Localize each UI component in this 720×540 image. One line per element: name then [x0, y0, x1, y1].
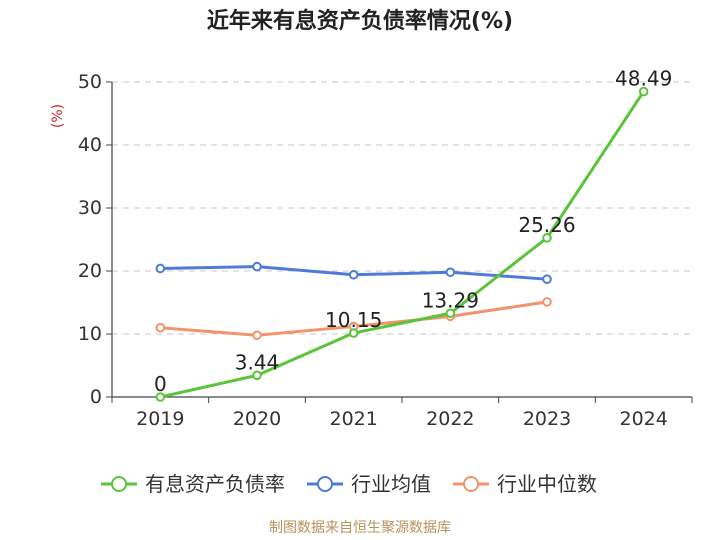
data-label-4: 25.26 — [518, 213, 575, 237]
y-tick-label-5: 50 — [78, 71, 102, 93]
data-label-0: 0 — [154, 372, 167, 396]
source-note: 制图数据来自恒生聚源数据库 — [269, 520, 451, 536]
series-1-point-3 — [445, 267, 456, 278]
gridlines — [112, 81, 692, 335]
series-0-point-4 — [542, 233, 552, 243]
series-0-point-5 — [638, 86, 649, 97]
y-tick-label-0: 0 — [90, 386, 102, 408]
y-tick-label-2: 20 — [78, 260, 102, 282]
y-tick-label-3: 30 — [78, 197, 102, 219]
y-tick-label-4: 40 — [78, 134, 102, 156]
data-label-3: 13.29 — [422, 288, 479, 312]
data-label-1: 3.44 — [235, 350, 280, 374]
series-0-point-2 — [348, 328, 359, 338]
x-tick-label-0: 2019 — [136, 408, 184, 430]
series-2-point-4 — [542, 297, 552, 307]
data-labels: 0 3.44 10.15 13.29 25.26 48.49 — [154, 67, 672, 396]
series-line-0 — [160, 90, 645, 399]
series-2-point-1 — [252, 330, 262, 341]
series-0-point-1 — [252, 370, 262, 381]
data-label-5: 48.49 — [615, 67, 672, 91]
legend-marker-1 — [317, 476, 333, 492]
chart-title: 近年来有息资产负债率情况(%) — [207, 8, 513, 34]
series-1-point-2 — [348, 269, 359, 280]
x-tick-label-3: 2022 — [426, 408, 474, 430]
y-unit-label: (%) — [50, 104, 66, 128]
series-2-point-0 — [155, 322, 166, 333]
x-tick-label-4: 2023 — [523, 408, 571, 430]
data-label-2: 10.15 — [325, 308, 382, 332]
series-group — [155, 86, 649, 402]
y-tick-label-1: 10 — [78, 323, 102, 345]
series-1-point-1 — [252, 261, 262, 272]
legend-label-1: 行业均值 — [351, 472, 431, 496]
series-1-point-4 — [542, 274, 552, 284]
axes: 0 10 20 30 40 50 2019 2020 2021 2022 2023 2024 — [78, 71, 693, 430]
series-0-point-3 — [445, 308, 456, 319]
x-tick-label-2: 2021 — [329, 408, 377, 430]
legend-marker-0 — [111, 476, 127, 492]
x-tick-label-5: 2024 — [619, 408, 667, 430]
legend: 有息资产负债率 行业均值 行业中位数 — [101, 472, 597, 496]
legend-label-2: 行业中位数 — [497, 472, 597, 496]
legend-label-0: 有息资产负债率 — [145, 472, 285, 496]
x-tick-label-1: 2020 — [233, 408, 281, 430]
series-0-point-0 — [155, 392, 166, 402]
legend-marker-2 — [463, 476, 479, 492]
series-1-point-0 — [155, 263, 166, 274]
